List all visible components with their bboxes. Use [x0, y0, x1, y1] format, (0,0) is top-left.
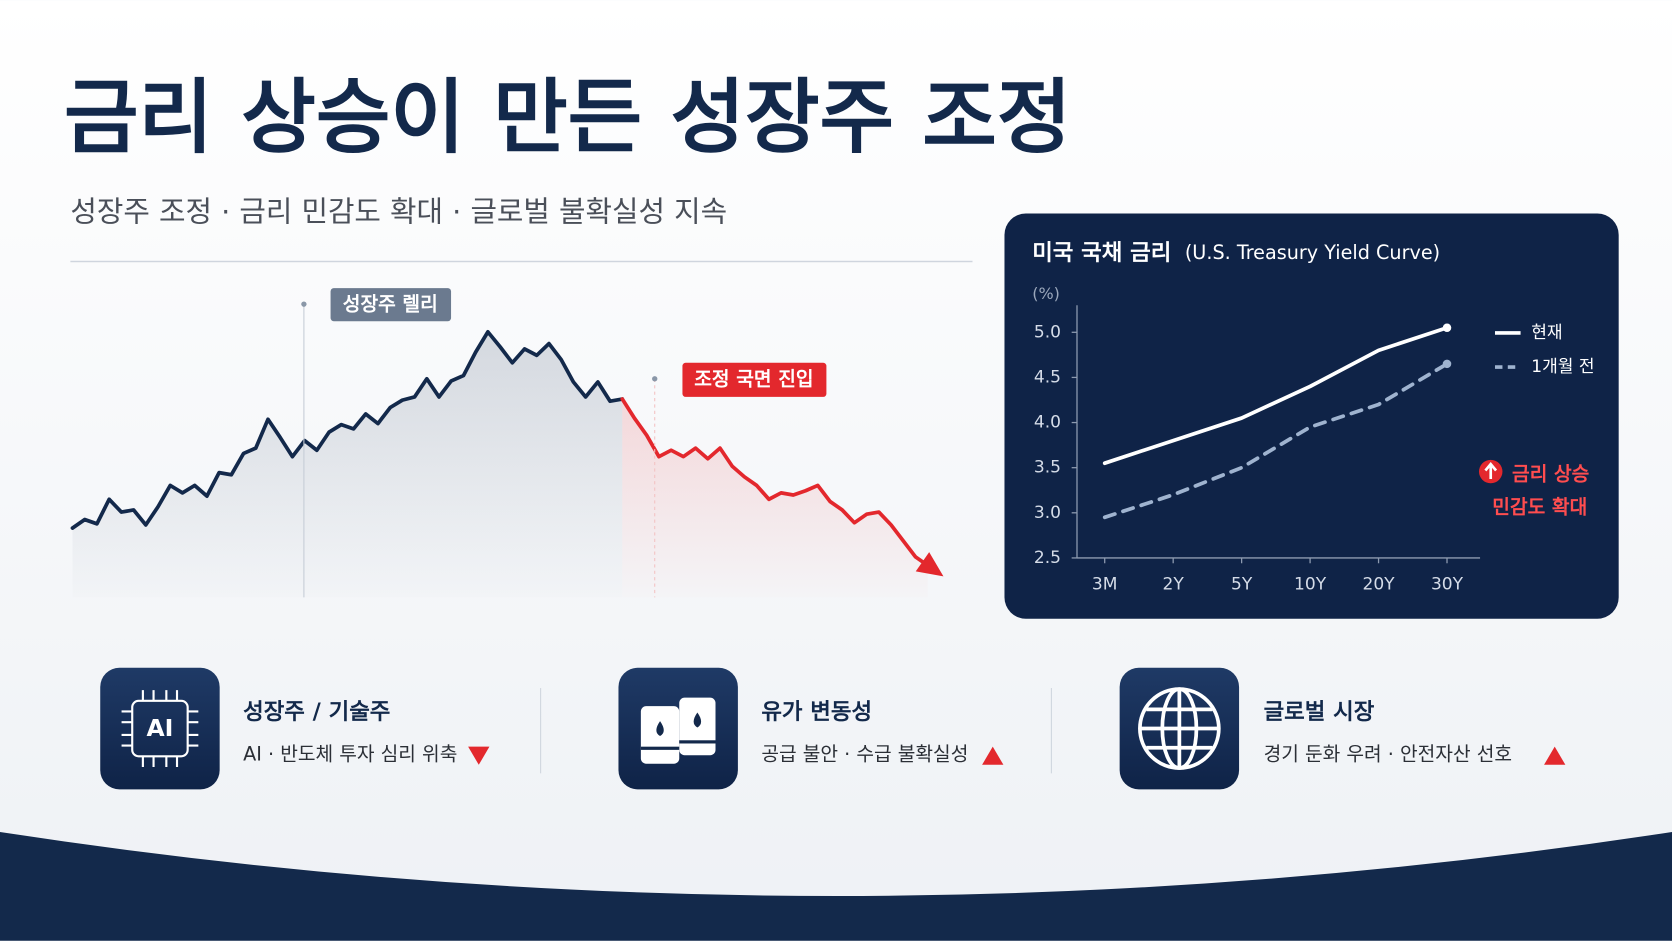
annotation-dot [652, 376, 658, 382]
area [72, 331, 623, 598]
x-tick-label: 10Y [1294, 575, 1327, 595]
card: AI 성장주 / 기술주 AI · 반도체 투자 심리 위축 [100, 667, 490, 790]
trend-up [1544, 746, 1566, 765]
alert-arrow [1484, 462, 1498, 480]
card-icon [100, 667, 220, 790]
legend-label: 1개월 전 [1531, 357, 1594, 377]
yield-annotation: 금리 상승 [1512, 462, 1589, 485]
x-tick-label: 20Y [1362, 575, 1395, 595]
page-subtitle: 성장주 조정 · 금리 민감도 확대 · 글로벌 불확실성 지속 [70, 195, 727, 229]
annotation-box [682, 362, 827, 397]
y-tick-label: 4.0 [1034, 413, 1061, 433]
end-point [1442, 323, 1452, 333]
line [620, 397, 930, 568]
yield-title: 미국 국채 금리 (U.S. Treasury Yield Curve) [1032, 239, 1440, 265]
plot [70, 330, 944, 598]
globe-icon [1138, 687, 1221, 770]
card: 글로벌 시장 경기 둔화 우려 · 안전자산 선호 [1119, 667, 1566, 790]
card-title: 글로벌 시장 [1264, 699, 1375, 725]
yield-annotation: 민감도 확대 [1492, 495, 1587, 518]
y-tick-label: 4.5 [1034, 367, 1061, 387]
legend-label: 현재 [1531, 323, 1562, 343]
barrel-icon [640, 697, 716, 764]
y-axis-label: (%) [1032, 284, 1060, 303]
card-title: 성장주 / 기술주 [243, 699, 390, 725]
annotation-text: 조정 국면 진입 [694, 367, 813, 390]
page-title: 금리 상승이 만든 성장주 조정 [64, 71, 1071, 165]
trend-down [468, 746, 490, 765]
line [1102, 362, 1449, 520]
yield-panel [1004, 213, 1619, 619]
yield-title-main: 미국 국채 금리 [1032, 239, 1171, 265]
card-description: AI · 반도체 투자 심리 위축 [243, 743, 457, 766]
y-tick-label: 3.0 [1034, 503, 1061, 523]
end-point [1442, 359, 1452, 369]
annotation-box [330, 288, 452, 322]
area [622, 399, 928, 598]
trend-up [982, 746, 1004, 765]
y-tick-label: 2.5 [1034, 548, 1061, 568]
card-description: 공급 불안 · 수급 불확실성 [761, 743, 968, 766]
chip-icon [121, 690, 199, 767]
annotation-text: 성장주 렐리 [343, 293, 438, 316]
card: 유가 변동성 공급 불안 · 수급 불확실성 [618, 667, 1004, 790]
card-title: 유가 변동성 [761, 699, 872, 725]
x-tick-label: 3M [1092, 575, 1118, 595]
line [1102, 325, 1449, 466]
line [70, 330, 625, 530]
x-tick-label: 2Y [1163, 575, 1185, 595]
y-tick-label: 5.0 [1034, 322, 1061, 342]
plot: 2.5 3.0 3.5 4.0 4.5 5.0 3M 2Y 5Y 10Y 20Y 30Y 현재 1개월 전 [1034, 322, 1595, 594]
stock-annotations: 성장주 렐리 조정 국면 진입 [301, 288, 827, 598]
x-tick-label: 5Y [1231, 575, 1253, 595]
x-tick-label: 30Y [1431, 575, 1464, 595]
annotation-dot [301, 301, 307, 307]
arrow-head [915, 552, 944, 577]
chip-label: AI [147, 714, 174, 742]
yield-title-sub: (U.S. Treasury Yield Curve) [1185, 240, 1440, 263]
card-description: 경기 둔화 우려 · 안전자산 선호 [1264, 743, 1512, 766]
bottom-wave [0, 831, 1672, 941]
y-tick-label: 3.5 [1034, 458, 1061, 478]
